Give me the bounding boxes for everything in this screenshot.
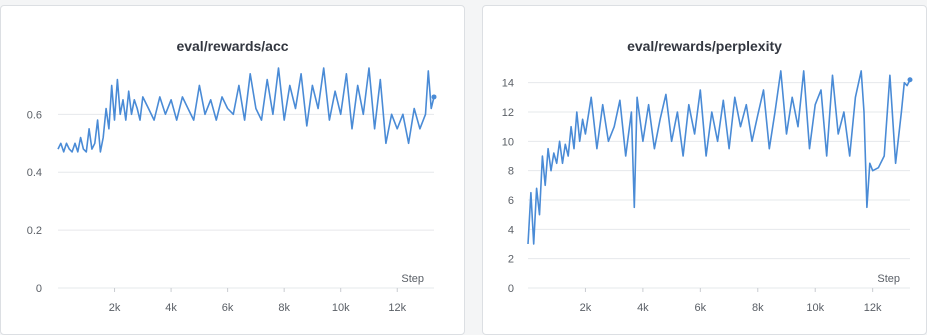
y-tick-label: 14 bbox=[502, 78, 514, 90]
chart-panel-acc: eval/rewards/acc 0 0.2 0.4 0.6 2k 4k 6k 8k 10k 12… bbox=[0, 5, 465, 335]
y-tick-label: 0.6 bbox=[27, 109, 42, 121]
x-axis-label: Step bbox=[877, 273, 900, 285]
x-tick-label: 12k bbox=[864, 302, 882, 314]
chart-plot-acc: 0 0.2 0.4 0.6 2k 4k 6k 8k 10k 12k Step bbox=[27, 67, 437, 314]
x-tick-label: 2k bbox=[109, 302, 121, 314]
x-tick-label: 8k bbox=[752, 302, 764, 314]
x-tick-label: 8k bbox=[278, 302, 290, 314]
y-tick-label: 0 bbox=[36, 283, 42, 295]
y-tick-label: 6 bbox=[508, 195, 514, 207]
x-tick-label: 4k bbox=[165, 302, 177, 314]
x-tick-label: 10k bbox=[332, 302, 350, 314]
x-tick-label: 2k bbox=[580, 302, 592, 314]
x-tick-label: 4k bbox=[637, 302, 649, 314]
y-tick-label: 0.4 bbox=[27, 167, 42, 179]
y-tick-label: 8 bbox=[508, 166, 514, 178]
chart-panel-perplexity: eval/rewards/perplexity 0 2 4 6 8 10 12 14 2k 4k 6… bbox=[482, 5, 927, 335]
chart-plot-perplexity: 0 2 4 6 8 10 12 14 2k 4k 6k 8k 10k 12k Step bbox=[502, 70, 913, 314]
y-tick-label: 12 bbox=[502, 107, 514, 119]
x-tick-label: 6k bbox=[222, 302, 234, 314]
last-point-marker bbox=[907, 77, 913, 83]
chart-title: eval/rewards/acc bbox=[176, 38, 289, 54]
x-axis-label: Step bbox=[401, 273, 424, 285]
y-tick-label: 10 bbox=[502, 136, 514, 148]
x-tick-label: 12k bbox=[388, 302, 406, 314]
chart-title: eval/rewards/perplexity bbox=[627, 38, 782, 54]
y-tick-label: 2 bbox=[508, 254, 514, 266]
x-tick-label: 6k bbox=[695, 302, 707, 314]
last-point-marker bbox=[431, 94, 437, 100]
x-tick-label: 10k bbox=[806, 302, 824, 314]
y-tick-label: 0.2 bbox=[27, 225, 42, 237]
y-tick-label: 4 bbox=[508, 224, 514, 236]
series-line[interactable] bbox=[527, 70, 911, 245]
series-line[interactable] bbox=[57, 67, 435, 153]
y-tick-label: 0 bbox=[508, 283, 514, 295]
